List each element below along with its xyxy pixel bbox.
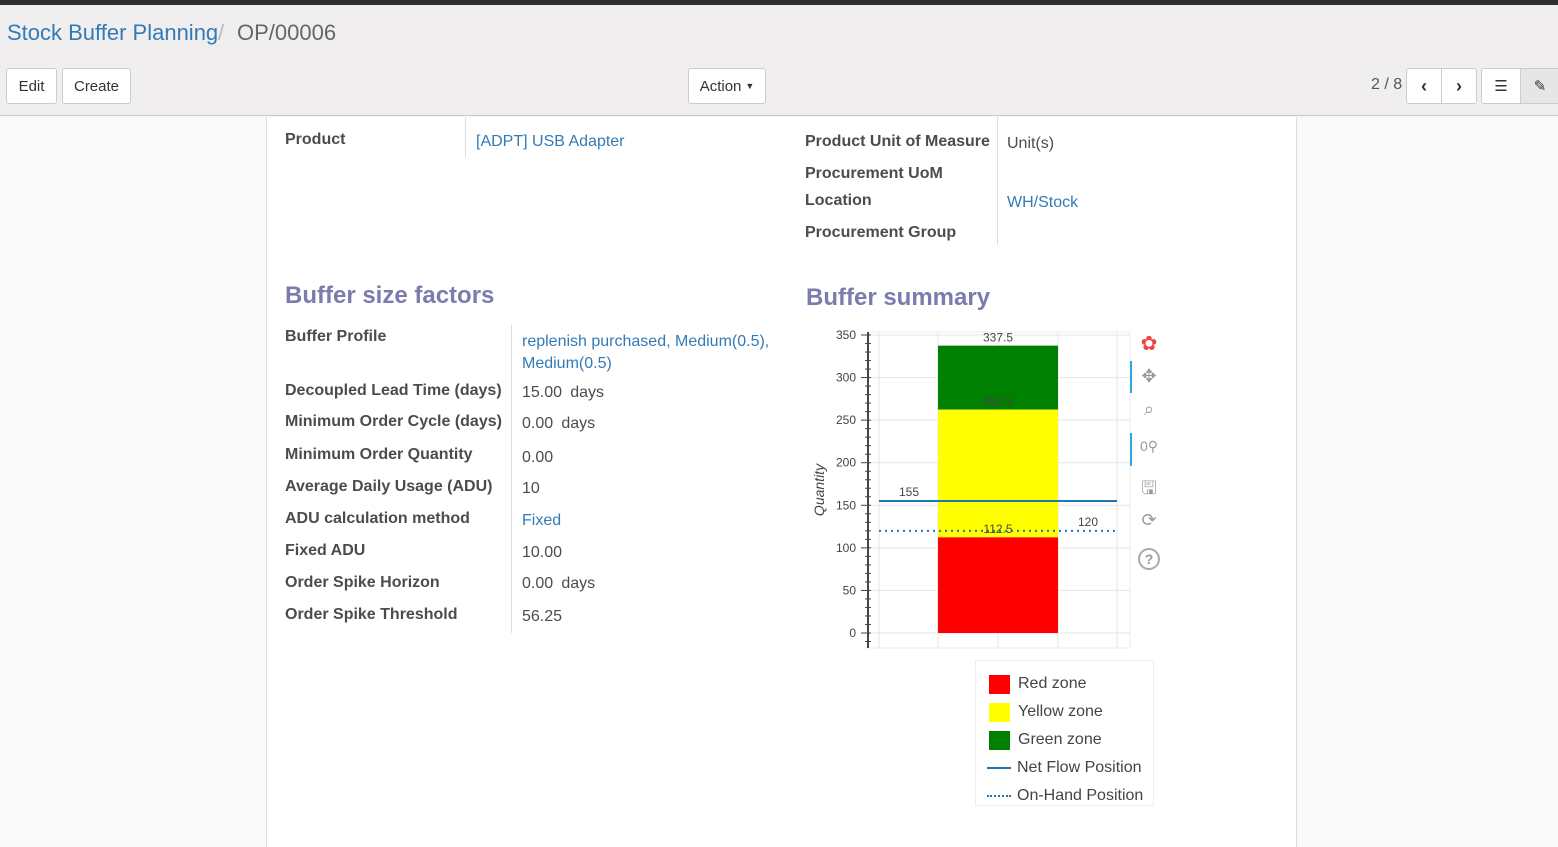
buffer-chart[interactable]: 112.5 262.5 337.5 155 120 0 50 100 150 200 250 300 3…	[800, 320, 1140, 660]
y-tick-label: 0	[849, 626, 856, 640]
zone-bar-red-zone	[938, 537, 1058, 633]
adu-method-label: ADU calculation method	[285, 510, 470, 527]
y-tick-label: 50	[843, 583, 857, 597]
uom-value: Unit(s)	[1007, 135, 1055, 152]
line-label: 155	[899, 485, 919, 499]
caret-down-icon: ▼	[745, 81, 755, 91]
solid-line-swatch	[987, 767, 1011, 769]
pan-tool-icon[interactable]: ✥	[1141, 366, 1157, 386]
legend-item-green: Green zone	[976, 726, 1153, 754]
zone-label: 112.5	[983, 522, 1012, 536]
previous-record-button[interactable]: ‹	[1406, 68, 1442, 104]
order-cycle-value: 0.00	[522, 415, 554, 432]
dotted-line-swatch	[987, 795, 1011, 797]
wheel-zoom-tool-icon[interactable]: 0⚲	[1139, 438, 1159, 454]
y-tick-label: 300	[836, 371, 856, 385]
fixed-adu-label: Fixed ADU	[285, 542, 366, 559]
create-button[interactable]: Create	[62, 68, 131, 104]
next-record-button[interactable]: ›	[1441, 68, 1477, 104]
active-tool-indicator	[1130, 361, 1132, 393]
active-tool-indicator	[1130, 433, 1132, 466]
y-tick-label: 200	[836, 456, 856, 470]
y-tick-label: 100	[836, 541, 856, 555]
legend-label: Net Flow Position	[1017, 759, 1142, 776]
spike-threshold-value: 56.25	[522, 608, 563, 625]
green-swatch	[989, 730, 1010, 750]
form-view-button[interactable]: ✎	[1520, 68, 1558, 104]
buffer-size-factors-title: Buffer size factors	[285, 282, 495, 309]
adu-label: Average Daily Usage (ADU)	[285, 478, 493, 495]
lead-time-unit: days	[570, 384, 605, 401]
chevron-left-icon: ‹	[1421, 75, 1427, 96]
lead-time-value: 15.00	[522, 384, 563, 401]
legend-item-red: Red zone	[976, 670, 1153, 698]
y-axis-label: Quantity	[811, 463, 827, 516]
breadcrumb-parent[interactable]: Stock Buffer Planning	[7, 20, 219, 45]
buffer-summary-title: Buffer summary	[806, 284, 991, 311]
chart-legend: Red zone Yellow zone Green zone Net Flow…	[975, 660, 1154, 806]
legend-label: Yellow zone	[1018, 703, 1103, 720]
order-cycle-label: Minimum Order Cycle (days)	[285, 413, 502, 430]
uom-label: Product Unit of Measure	[805, 133, 990, 150]
list-view-button[interactable]: ☰	[1481, 68, 1521, 104]
product-link[interactable]: [ADPT] USB Adapter	[476, 133, 625, 150]
buffer-profile-label: Buffer Profile	[285, 328, 387, 345]
breadcrumb-separator: /	[218, 20, 225, 45]
divider	[511, 325, 512, 633]
zone-bar-green-zone	[938, 345, 1058, 410]
save-tool-icon[interactable]: 🖫	[1141, 478, 1157, 498]
spike-horizon-label: Order Spike Horizon	[285, 574, 440, 591]
lead-time-label: Decoupled Lead Time (days)	[285, 382, 502, 399]
zone-label: 337.5	[983, 331, 1013, 345]
pager-value: 2 / 8	[1371, 76, 1403, 93]
action-button[interactable]: Action ▼	[688, 68, 766, 104]
legend-item-on-hand: On-Hand Position	[976, 782, 1153, 810]
procurement-group-label: Procurement Group	[805, 224, 957, 241]
procurement-uom-label: Procurement UoM	[805, 165, 943, 182]
zone-label: 262.5	[983, 395, 1013, 409]
line-label: 120	[1078, 515, 1098, 529]
zone-bar-yellow-zone	[938, 409, 1058, 538]
legend-item-yellow: Yellow zone	[976, 698, 1153, 726]
bokeh-logo-icon: ✿	[1140, 333, 1158, 355]
y-tick-label: 350	[836, 328, 856, 342]
product-label: Product	[285, 131, 346, 148]
spike-horizon-value: 0.00	[522, 575, 554, 592]
action-label: Action	[699, 77, 742, 95]
breadcrumb-current: OP/00006	[237, 20, 337, 45]
buffer-profile-link[interactable]: replenish purchased, Medium(0.5), Medium…	[522, 333, 770, 372]
red-swatch	[989, 674, 1010, 694]
divider	[465, 117, 466, 157]
min-order-qty-label: Minimum Order Quantity	[285, 446, 473, 463]
location-label: Location	[805, 192, 872, 209]
min-order-qty-value: 0.00	[522, 449, 554, 466]
location-link[interactable]: WH/Stock	[1007, 194, 1079, 211]
spike-threshold-label: Order Spike Threshold	[285, 606, 458, 623]
chevron-right-icon: ›	[1456, 75, 1462, 96]
legend-item-net-flow: Net Flow Position	[976, 754, 1153, 782]
order-cycle-unit: days	[561, 415, 596, 432]
y-tick-label: 250	[836, 413, 856, 427]
help-tool-icon[interactable]: ?	[1138, 548, 1160, 570]
yellow-swatch	[989, 702, 1010, 722]
fixed-adu-value: 10.00	[522, 544, 563, 561]
list-icon: ☰	[1494, 78, 1508, 95]
legend-label: Red zone	[1018, 675, 1087, 692]
adu-value: 10	[522, 480, 540, 497]
edit-button[interactable]: Edit	[6, 68, 57, 104]
legend-label: Green zone	[1018, 731, 1102, 748]
y-tick-label: 150	[836, 498, 856, 512]
spike-horizon-unit: days	[561, 575, 596, 592]
adu-method-link[interactable]: Fixed	[522, 512, 562, 529]
box-zoom-tool-icon[interactable]: ⌕	[1143, 399, 1155, 419]
edit-icon: ✎	[1533, 78, 1547, 95]
control-panel	[0, 5, 1558, 116]
divider	[997, 117, 998, 245]
legend-label: On-Hand Position	[1017, 787, 1144, 804]
top-bar	[0, 0, 1558, 5]
reset-tool-icon[interactable]: ⟳	[1141, 510, 1157, 530]
